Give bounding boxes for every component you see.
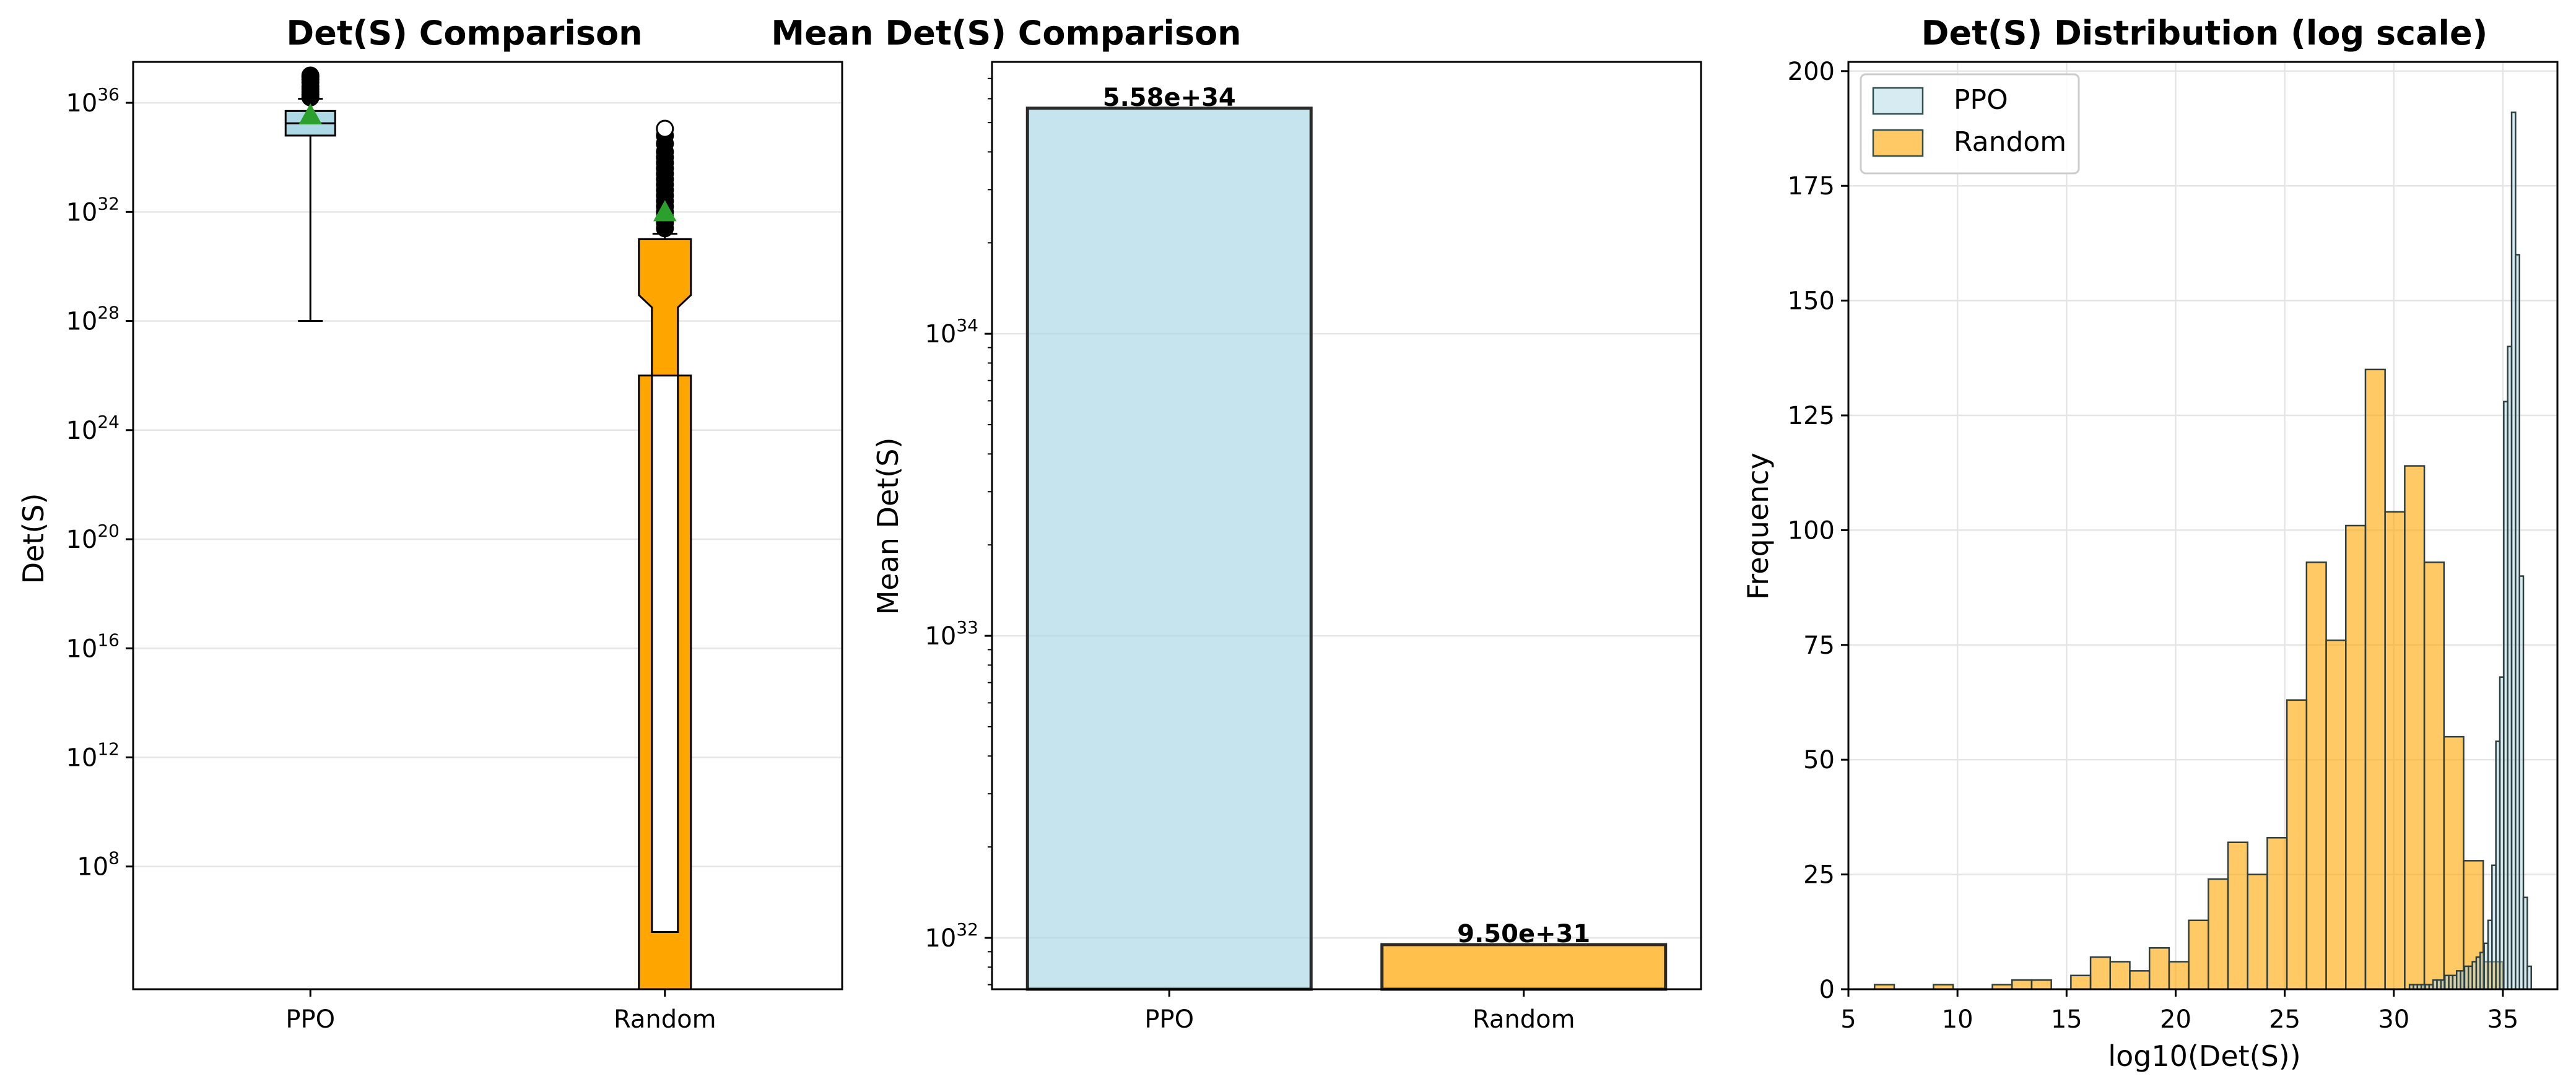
x-tick-label-ppo: PPO [1144, 1005, 1194, 1034]
hist-bar-random-14 [2148, 947, 2170, 990]
y-tick-label-12: 1012 [66, 739, 120, 773]
y-tick-label-32: 1032 [925, 919, 978, 953]
hist-bar-random-25 [2364, 368, 2386, 990]
boxplot-ylabel: Det(S) [17, 493, 50, 584]
outlier-ppo-8 [301, 66, 320, 85]
x-tick-label-10: 10 [1942, 1005, 1973, 1034]
histogram-panel: Det(S) Distribution (log scale) Frequenc… [1741, 14, 2559, 1073]
hist-bar-ppo-44 [2526, 965, 2532, 990]
hist-bar-random-12 [2109, 961, 2131, 990]
x-tick-label-5: 5 [1840, 1005, 1856, 1034]
x-tick-label-ppo: PPO [285, 1005, 335, 1034]
hist-bar-random-22 [2305, 561, 2327, 990]
bar-value-label-ppo: 5.58e+34 [1103, 84, 1236, 112]
y-tick-label-75: 75 [1803, 631, 1835, 660]
mean-marker-ppo [298, 103, 322, 124]
hist-bar-random-20 [2266, 837, 2288, 990]
x-tick-label-random: Random [614, 1005, 716, 1034]
hist-bar-random-10 [2070, 974, 2092, 990]
hist-bar-random-21 [2286, 699, 2308, 990]
y-tick-label-8: 108 [77, 848, 120, 882]
y-tick-label-50: 50 [1803, 746, 1835, 774]
legend-label-random: Random [1954, 126, 2066, 158]
histogram-xlabel: log10(Det(S)) [2108, 1039, 2300, 1073]
x-tick-label-20: 20 [2160, 1005, 2191, 1034]
x-tick-label-25: 25 [2269, 1005, 2300, 1034]
hist-bar-random-13 [2129, 970, 2151, 990]
y-tick-label-175: 175 [1788, 172, 1835, 201]
y-tick-label-32: 1032 [66, 193, 120, 227]
hist-bar-random-7 [2011, 979, 2033, 990]
hist-bar-random-29 [2443, 735, 2465, 990]
inner-box-random [651, 375, 679, 933]
boxplot-title: Det(S) Comparison [286, 14, 642, 53]
hist-bar-random-16 [2188, 919, 2209, 990]
hist-bar-random-8 [2030, 979, 2052, 990]
boxplot-panel: Det(S) Comparison Det(S) 108 1012 1016 1020… [17, 14, 843, 1034]
histogram-frame [1847, 61, 2559, 990]
y-tick-label-100: 100 [1788, 516, 1835, 545]
y-tick-label-16: 1016 [66, 630, 120, 663]
y-tick-label-28: 1028 [66, 303, 120, 336]
x-tick-label-30: 30 [2378, 1005, 2409, 1034]
y-tick-label-0: 0 [1819, 976, 1835, 1004]
bar-title: Mean Det(S) Comparison [771, 14, 1241, 53]
outlier-top-random [656, 119, 674, 138]
y-tick-label-34: 1034 [925, 315, 978, 349]
hist-bar-random-15 [2168, 961, 2190, 990]
histogram-title: Det(S) Distribution (log scale) [1921, 14, 2488, 53]
y-tick-label-24: 1024 [66, 412, 120, 445]
hist-bar-random-26 [2384, 511, 2406, 990]
bar-random [1380, 943, 1668, 991]
hist-bar-random-27 [2404, 465, 2426, 990]
hist-bar-random-17 [2208, 878, 2229, 990]
y-tick-label-200: 200 [1788, 58, 1835, 86]
x-tick-label-15: 15 [2051, 1005, 2082, 1034]
mean-marker-random [653, 200, 677, 222]
y-tick-label-20: 1020 [66, 521, 120, 554]
hist-bar-random-28 [2423, 561, 2445, 990]
hist-bar-random-23 [2325, 639, 2347, 990]
boxplot-frame [132, 61, 843, 990]
hist-bar-random-19 [2247, 873, 2268, 990]
histogram-ylabel: Frequency [1741, 453, 1775, 600]
y-tick-label-125: 125 [1788, 402, 1835, 430]
y-tick-label-36: 1036 [66, 84, 120, 118]
hist-bar-random-18 [2227, 841, 2248, 990]
y-tick-label-150: 150 [1788, 287, 1835, 316]
legend-swatch-ppo [1872, 87, 1924, 115]
y-tick-label-33: 1033 [925, 617, 978, 651]
legend-label-ppo: PPO [1954, 84, 2008, 116]
x-tick-label-random: Random [1473, 1005, 1575, 1034]
bar-frame [991, 61, 1702, 990]
bar-panel: Mean Det(S) Comparison Mean Det(S) 5.58e… [771, 14, 1702, 1034]
hist-bar-random-11 [2089, 956, 2112, 990]
y-tick-label-25: 25 [1803, 861, 1835, 890]
bar-ppo [1025, 106, 1313, 991]
bar-ylabel: Mean Det(S) [871, 438, 905, 615]
histogram-legend: PPO Random [1860, 73, 2080, 175]
legend-swatch-random [1872, 129, 1924, 157]
x-tick-label-35: 35 [2487, 1005, 2518, 1034]
bar-value-label-random: 9.50e+31 [1457, 920, 1590, 948]
hist-bar-random-24 [2345, 524, 2367, 990]
